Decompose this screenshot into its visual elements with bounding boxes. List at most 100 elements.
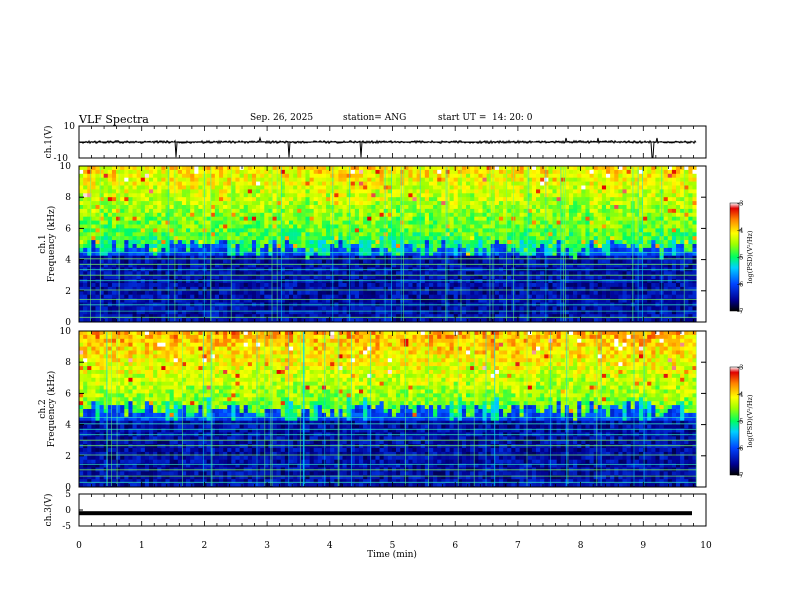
spectrogram-cell: [568, 181, 574, 186]
spectrogram-cell: [556, 166, 562, 171]
spectrogram-cell: [363, 208, 368, 214]
spectrogram-cell: [387, 259, 393, 264]
spectrogram-cell: [486, 240, 492, 245]
spectrogram-cell: [153, 290, 158, 295]
spectrogram-cell: [400, 251, 405, 256]
spectrogram-cell: [638, 201, 644, 206]
spectrogram-cell: [177, 275, 183, 280]
spectrogram-cell: [338, 228, 343, 233]
spectrogram-cell: [284, 220, 290, 225]
spectrogram-cell: [379, 169, 384, 175]
spectrogram-cell: [358, 185, 364, 190]
spectrogram-cell: [552, 259, 557, 264]
spectrogram-cell: [190, 294, 195, 299]
spectrogram-cell: [190, 290, 195, 295]
spectrogram-cell: [437, 251, 442, 256]
spectrogram-cell: [116, 166, 121, 171]
spectrogram-cell: [396, 185, 401, 190]
spectrogram-cell: [326, 212, 331, 217]
spectrogram-cell: [601, 251, 607, 256]
spectrogram-cell: [651, 271, 656, 276]
spectrogram-cell: [433, 185, 438, 190]
spectrogram-cell: [91, 208, 96, 214]
spectrogram-cell: [140, 279, 146, 284]
spectrogram-cell: [268, 290, 273, 295]
spectrogram-cell: [375, 208, 380, 214]
spectrogram-cell: [235, 201, 240, 206]
spectrogram-cell: [243, 169, 249, 175]
spectrogram-cell: [523, 185, 529, 190]
spectrogram-cell: [536, 275, 541, 280]
spectrogram-cell: [128, 181, 133, 186]
spectrogram-cell: [441, 208, 446, 214]
spectrogram-cell: [210, 201, 216, 206]
spectrogram-cell: [148, 197, 154, 202]
spectrogram-cell: [342, 251, 347, 256]
spectrogram-cell: [466, 220, 471, 225]
spectrogram-cell: [206, 271, 212, 276]
spectrogram-cell: [214, 205, 220, 210]
spectrogram-cell: [218, 216, 224, 221]
spectrogram-cell: [243, 279, 249, 284]
spectrogram-cell: [194, 177, 199, 182]
spectrogram-cell: [457, 197, 463, 202]
spectrogram-cell: [383, 208, 389, 214]
spectrogram-cell: [371, 283, 376, 288]
spectrogram-cell: [95, 251, 100, 256]
spectrogram-cell: [610, 177, 615, 182]
spectrogram-cell: [667, 275, 673, 280]
spectrogram-cell: [132, 166, 137, 171]
spectrogram-cell: [375, 177, 380, 182]
spectrogram-cell: [190, 259, 195, 264]
spectrogram-cell: [610, 220, 615, 225]
spectrogram-cell: [515, 220, 520, 225]
spectrogram-cell: [494, 177, 500, 182]
spectrogram-cell: [173, 255, 179, 260]
spectrogram-cell: [404, 169, 409, 175]
spectrogram-cell: [523, 232, 529, 237]
spectrogram-cell: [87, 259, 92, 264]
spectrogram-cell: [128, 177, 133, 182]
spectrogram-cell: [684, 212, 689, 217]
spectrogram-cell: [470, 290, 475, 295]
spectrogram-cell: [589, 220, 594, 225]
spectrogram-cell: [606, 286, 611, 292]
spectrogram-cell: [404, 201, 409, 206]
spectrogram-cell: [223, 224, 228, 229]
spectrogram-cell: [223, 290, 228, 295]
spectrogram-cell: [667, 189, 673, 194]
spectrogram-cell: [544, 247, 549, 253]
spectrogram-cell: [239, 240, 244, 245]
spectrogram-cell: [643, 244, 648, 249]
spectrogram-cell: [136, 247, 142, 253]
spectrogram-cell: [445, 205, 450, 210]
spectrogram-cell: [276, 216, 282, 221]
spectrogram-cell: [161, 212, 166, 217]
spectrogram-cell: [577, 193, 582, 198]
spectrogram-cell: [363, 216, 368, 221]
spectrogram-cell: [293, 247, 298, 253]
spectrogram-cell: [107, 173, 113, 178]
spectrogram-cell: [157, 224, 162, 229]
spectrogram-cell: [445, 177, 450, 182]
spectrogram-cell: [408, 263, 413, 268]
spectrogram-cell: [552, 275, 557, 280]
spectrogram-cell: [548, 283, 553, 288]
spectrogram-cell: [671, 247, 677, 253]
spectrogram-cell: [482, 208, 487, 214]
spectrogram-cell: [338, 283, 343, 288]
spectrogram-cell: [622, 283, 627, 288]
spectrogram-cell: [560, 271, 566, 276]
spectrogram-cell: [95, 212, 100, 217]
spectrogram-cell: [136, 189, 142, 194]
spectrogram-cell: [124, 251, 129, 256]
spectrogram-cell: [214, 177, 220, 182]
spectrogram-cell: [667, 177, 673, 182]
spectrogram-cell: [231, 275, 236, 280]
spectrogram-cell: [326, 208, 331, 214]
spectrogram-cell: [235, 290, 240, 295]
spectrogram-cell: [198, 255, 203, 260]
spectrogram-cell: [206, 275, 212, 280]
spectrogram-cell: [663, 197, 669, 202]
